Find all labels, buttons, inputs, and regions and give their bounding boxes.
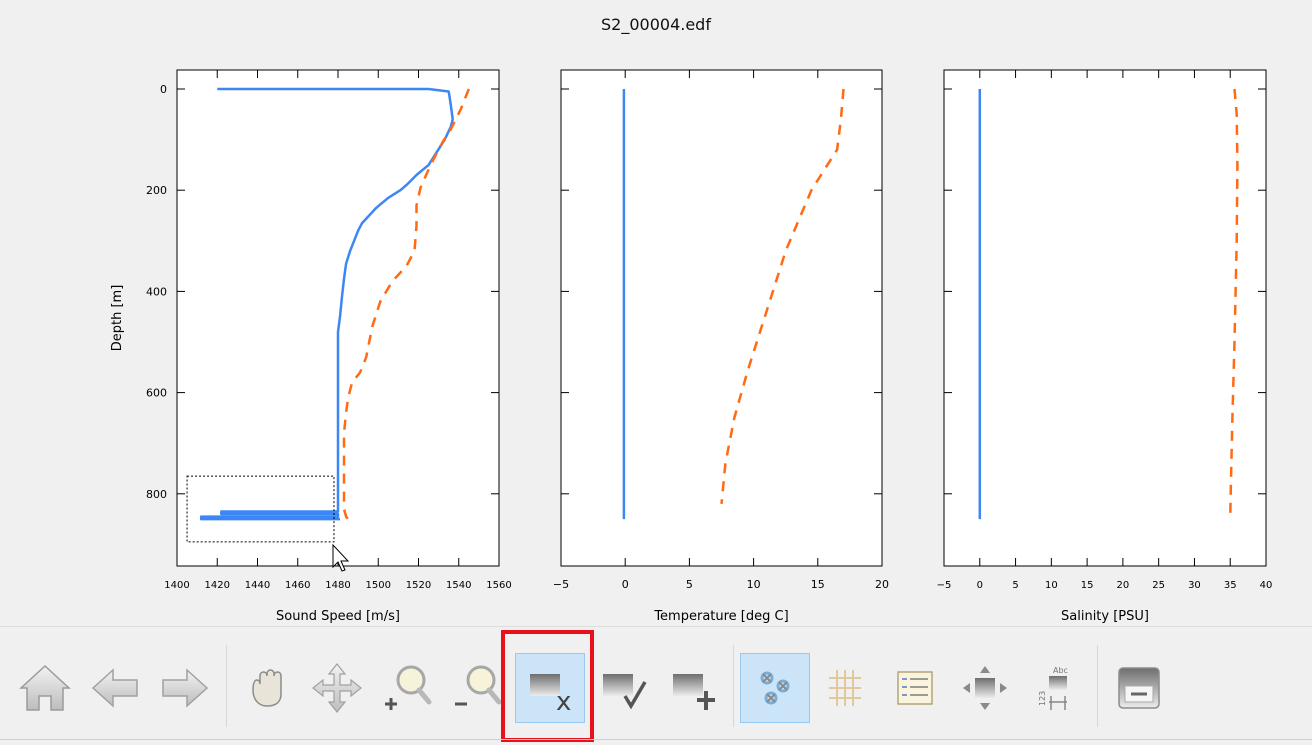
y-tick-label: 800 [146,488,167,501]
labels-button[interactable]: Abc 123 [1020,653,1090,723]
y-tick-label: 400 [146,285,167,298]
arrow-right-icon [162,668,209,708]
grid-button[interactable] [810,653,880,723]
flag-accept-icon [603,674,647,710]
x-tick-label: 1460 [285,580,310,591]
legend-button[interactable] [880,653,950,723]
zoom-in-button[interactable] [372,653,442,723]
toggle-flagged-button[interactable] [740,653,810,723]
x-axis-label: Sound Speed [m/s] [276,609,400,624]
x-tick-label: −5 [553,578,569,591]
x-tick-label: 5 [686,578,693,591]
y-axis-label: Depth [m] [110,285,125,352]
svg-text:123: 123 [1038,691,1047,706]
save-button[interactable] [1104,653,1174,723]
x-tick-label: 10 [747,578,761,591]
x-tick-label: 10 [1045,580,1058,591]
home-icon [19,664,71,711]
svg-text:Abc: Abc [1053,666,1068,675]
y-tick-label: 600 [146,387,167,400]
x-tick-label: 15 [1081,580,1094,591]
toolbar-separator [733,645,734,727]
zoom-out-icon [455,665,502,706]
x-tick-label: 1540 [446,580,471,591]
x-tick-label: 1500 [366,580,391,591]
toolbar-separator [226,645,227,727]
hand-icon [252,669,282,707]
plot-area [943,69,1267,567]
x-tick-label: 25 [1152,580,1165,591]
highlight-box [501,630,594,742]
toolbar: x [0,626,1312,745]
toolbar-separator [1097,645,1098,727]
grid-icon [829,670,861,706]
plot-area [560,69,883,567]
forward-button[interactable] [150,653,220,723]
legend-icon [897,671,933,705]
arrow-left-icon [91,668,138,708]
abc-labels-icon: Abc 123 [1038,666,1068,710]
move-arrows-icon [312,663,362,713]
figure-title: S2_00004.edf [601,15,711,34]
plot-figure: S2_00004.edf 0 200 400 600 800 1400 1420 1440 14… [0,0,1312,626]
zoom-in-icon [385,665,432,710]
x-axis-label: Salinity [PSU] [1061,609,1149,624]
x-tick-label: 1480 [325,580,350,591]
x-tick-label: −5 [937,580,952,591]
solid-series-line [199,87,454,521]
y-tick-label: 200 [146,184,167,197]
x-tick-label: 20 [875,578,889,591]
flag-add-icon [673,674,715,710]
pan-move-button[interactable] [302,653,372,723]
x-tick-label: 40 [1260,580,1273,591]
back-button[interactable] [80,653,150,723]
x-tick-label: 5 [1012,580,1018,591]
x-tick-label: 1560 [486,580,511,591]
flag-points-icon [760,671,790,705]
dashed-series-line [342,88,470,520]
zoom-selection-box [186,475,335,543]
dashed-series-line [1228,88,1239,520]
toolbar-bottom-border [0,739,1312,740]
home-button[interactable] [10,653,80,723]
flag-remove-icon: x [530,674,571,716]
x-tick-label: 1520 [406,580,431,591]
resize-arrows-icon [963,666,1007,710]
y-tick-label: 0 [160,83,167,96]
save-icon [1118,667,1160,709]
x-tick-label: 35 [1224,580,1237,591]
flag-accept-button[interactable] [588,653,658,723]
svg-text:x: x [556,687,571,716]
x-tick-label: 1440 [245,580,270,591]
subplot-3: −5 0 5 10 15 20 25 30 35 40 Salinity [PSU] [937,69,1273,624]
flag-remove-button[interactable]: x [515,653,585,723]
resize-button[interactable] [950,653,1020,723]
x-tick-label: 0 [977,580,983,591]
dashed-series-line [720,88,845,505]
mouse-cursor-icon [332,543,350,572]
x-tick-label: 20 [1117,580,1130,591]
x-tick-label: 15 [811,578,825,591]
flag-add-button[interactable] [658,653,728,723]
x-axis-label: Temperature [deg C] [653,609,788,624]
pan-hand-button[interactable] [232,653,302,723]
zoom-out-button[interactable] [442,653,512,723]
x-tick-label: 1400 [164,580,189,591]
x-tick-label: 0 [622,578,629,591]
subplot-2: −5 0 5 10 15 20 Temperature [deg C] [553,69,889,624]
x-tick-label: 1420 [205,580,230,591]
x-tick-label: 30 [1188,580,1201,591]
subplot-1: 0 200 400 600 800 1400 1420 1440 1460 1480 1500 152… [110,69,512,624]
